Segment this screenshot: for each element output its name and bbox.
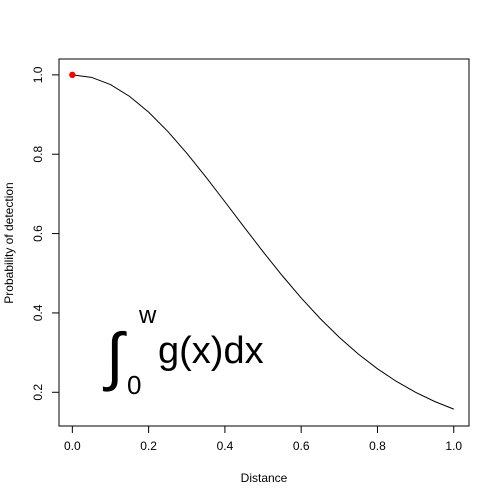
y-tick-label: 0.8 <box>31 146 45 163</box>
x-tick-label: 0.8 <box>369 439 386 453</box>
x-axis-label: Distance <box>241 471 288 485</box>
y-tick-label: 0.6 <box>31 225 45 242</box>
highlight-point <box>69 71 76 79</box>
y-axis-label: Probability of detection <box>2 182 16 303</box>
integral-sign: ∫ <box>102 320 127 392</box>
integral-annotation: ∫ w 0 g(x)dx <box>102 302 264 400</box>
y-tick-label: 0.4 <box>31 304 45 321</box>
y-tick-label: 0.2 <box>31 384 45 401</box>
y-tick-label: 1.0 <box>31 66 45 83</box>
x-tick-label: 1.0 <box>445 439 462 453</box>
x-tick-label: 0.0 <box>64 439 81 453</box>
x-tick-label: 0.6 <box>293 439 310 453</box>
integral-lower-limit: 0 <box>127 370 141 400</box>
x-axis: 0.0 0.2 0.4 0.6 0.8 1.0 <box>64 426 462 453</box>
x-tick-label: 0.2 <box>140 439 157 453</box>
plot-frame <box>58 58 470 427</box>
x-tick-label: 0.4 <box>217 439 234 453</box>
series-line <box>72 74 454 410</box>
y-axis: 0.2 0.4 0.6 0.8 1.0 <box>31 66 59 401</box>
integral-upper-limit: w <box>138 302 157 329</box>
integral-expression: g(x)dx <box>158 330 264 372</box>
